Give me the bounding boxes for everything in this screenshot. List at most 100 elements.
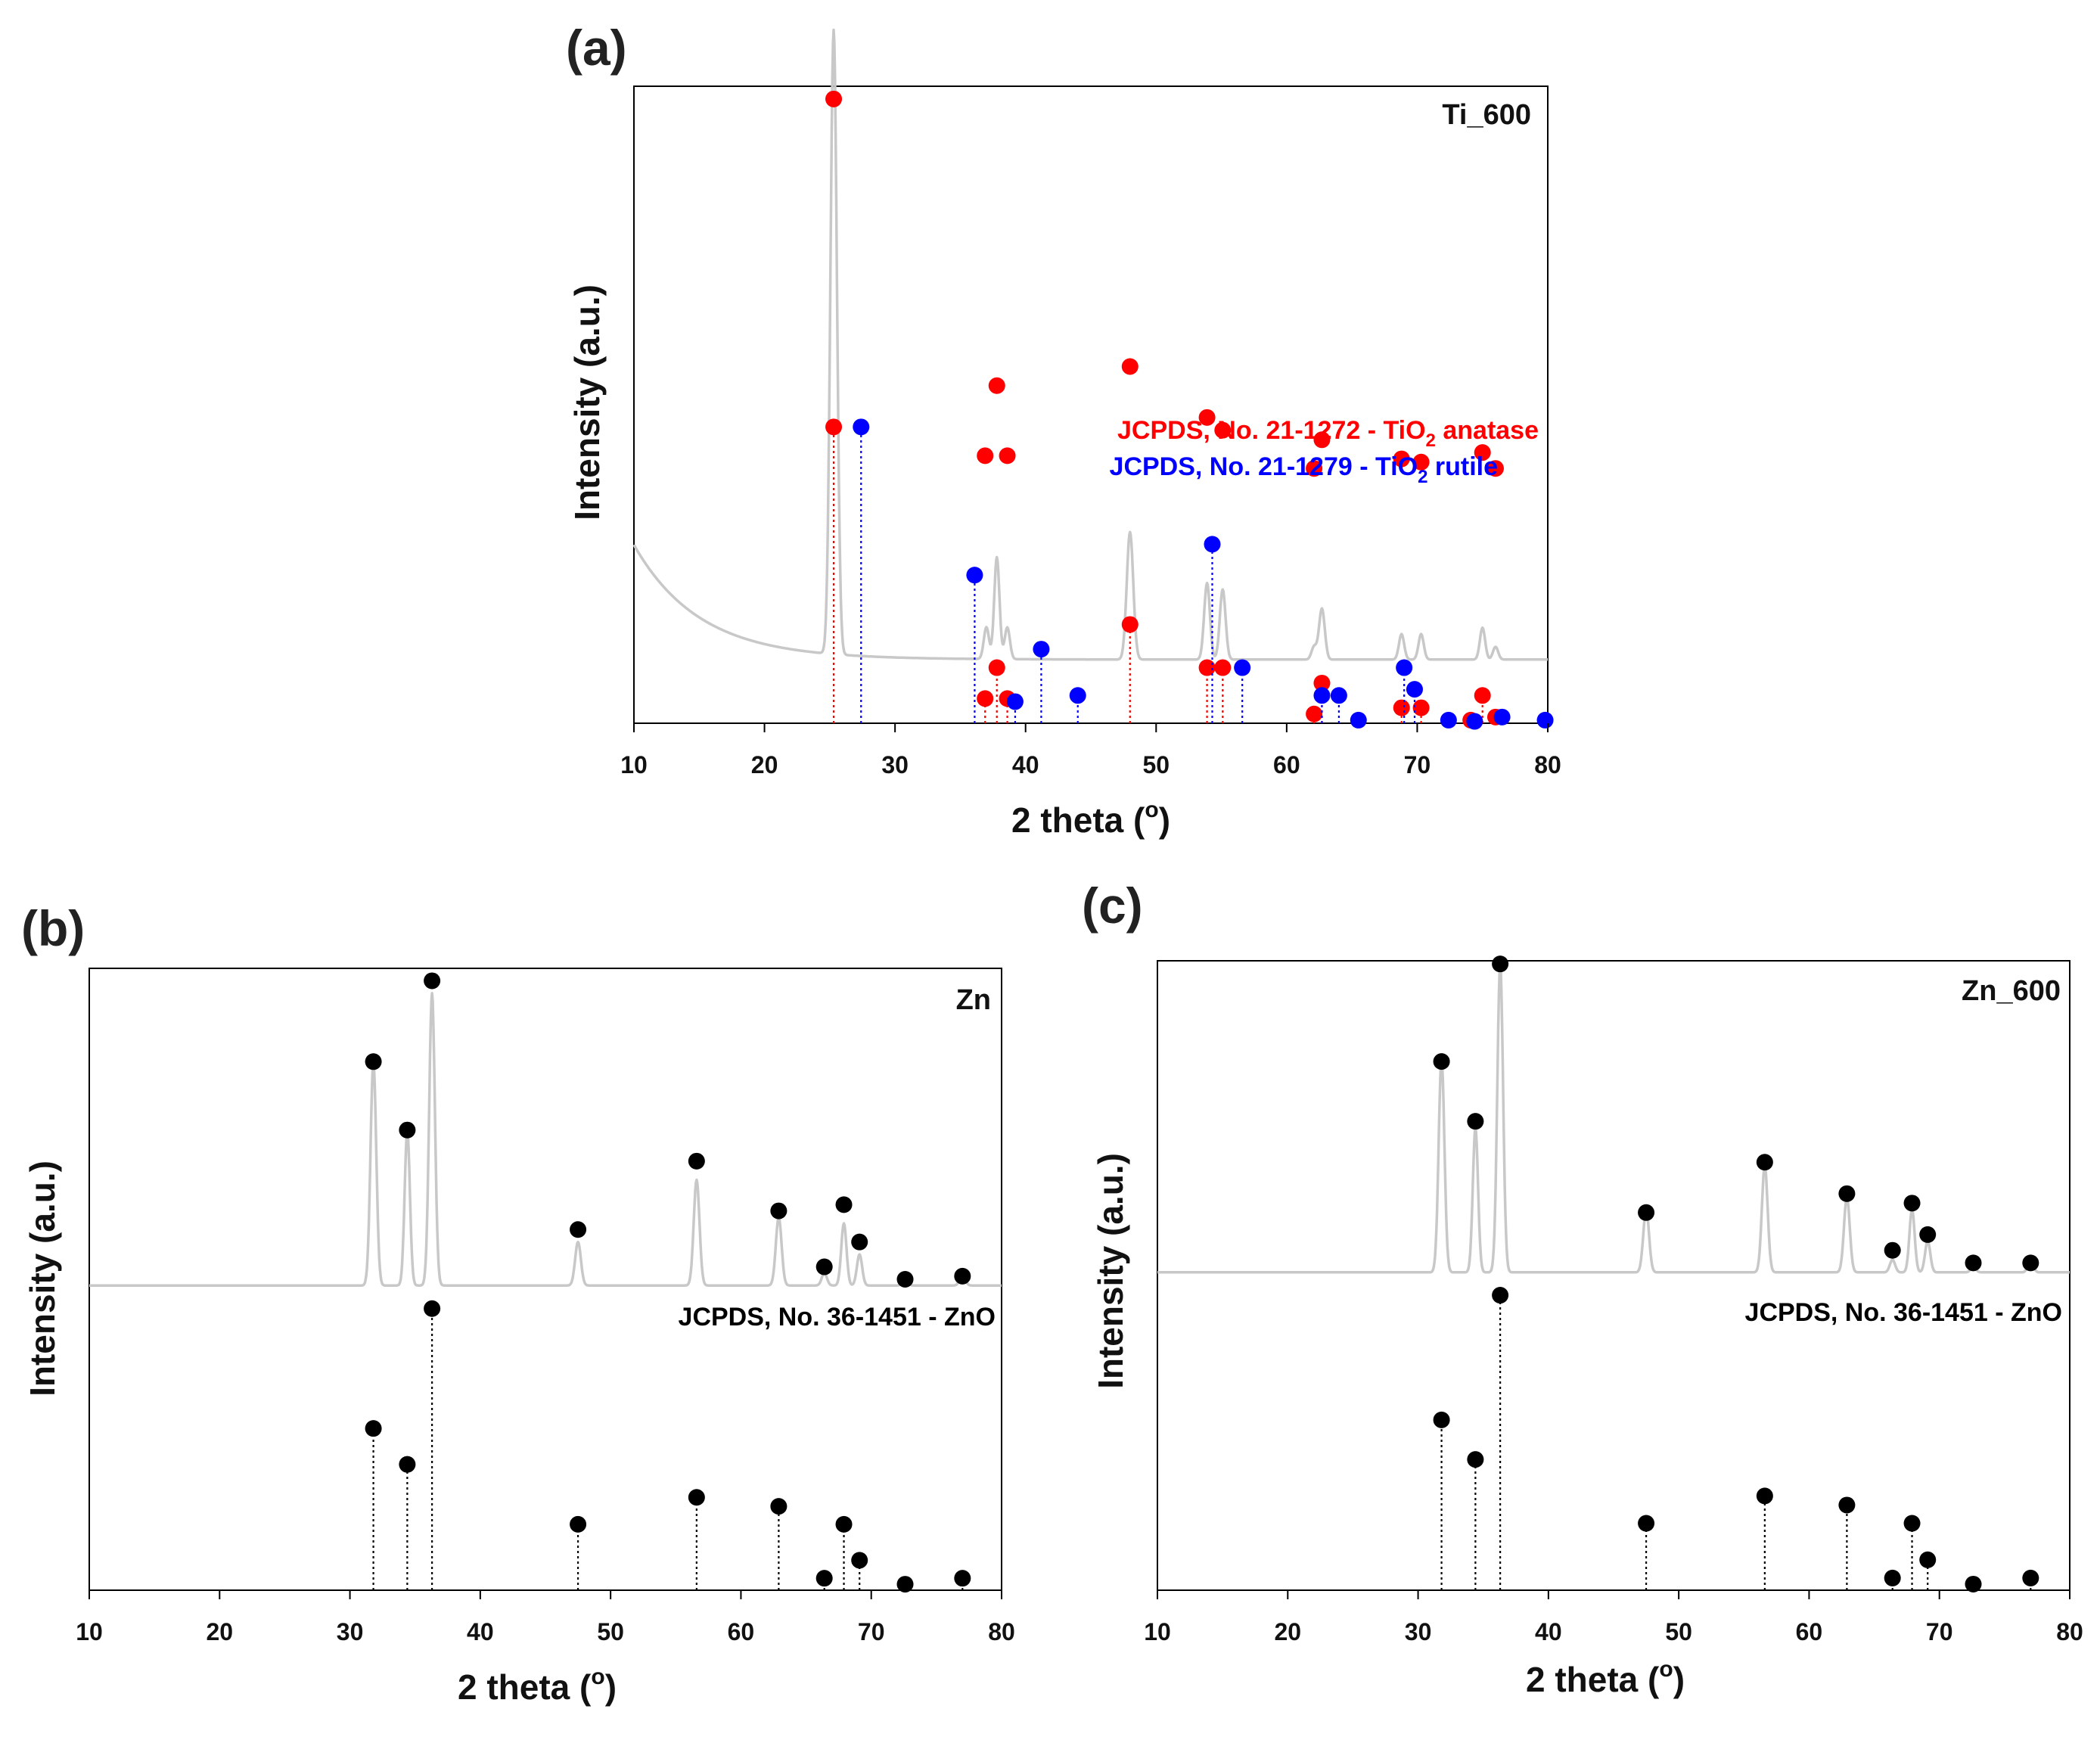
reference-label: JCPDS, No. 36-1451 - ZnO [679,1303,996,1331]
reference-marker [1756,1487,1773,1505]
reference-marker [1474,687,1491,704]
x-tick-label: 10 [1144,1618,1171,1645]
x-tick-label: 20 [751,751,778,778]
reference-marker [1350,711,1367,729]
peak-marker [896,1271,914,1288]
peak-marker [1486,460,1504,477]
plot-frame [1157,960,2070,1591]
reference-marker [815,1570,833,1587]
reference-marker [2022,1569,2039,1586]
reference-marker [977,690,994,707]
reference-marker [954,1570,971,1587]
panel-label: (b) [21,900,85,956]
peak-marker [1474,444,1491,461]
peak-marker [1412,453,1430,471]
x-tick-label: 40 [467,1618,494,1645]
y-axis-title: Intensity (a.u.) [1091,1153,1130,1389]
peak-marker [1121,358,1139,375]
reference-marker [424,1300,441,1317]
sample-label: Zn [956,984,991,1016]
reference-marker [1330,687,1347,704]
reference-marker [1069,687,1086,704]
x-axis-title-degree: o [591,1664,604,1689]
peak-marker [1306,460,1323,477]
x-axis-title-close: ) [1673,1660,1685,1699]
peak-marker [1919,1226,1937,1243]
peak-marker [399,1121,416,1139]
peak-marker [1965,1254,1982,1272]
peak-marker [1313,431,1331,449]
x-tick-label: 50 [1142,751,1170,778]
reference-label: JCPDS, No. 36-1451 - ZnO [1745,1298,2062,1327]
x-axis-title: 2 theta (o) [1011,797,1170,840]
reference-marker [1006,693,1024,710]
peak-marker [1756,1154,1773,1171]
reference-marker [1204,536,1221,553]
reference-label-text: JCPDS, No. 21-1279 - TiO [1110,452,1418,481]
reference-marker [835,1515,853,1533]
x-tick-label: 10 [620,751,648,778]
peak-marker [1903,1195,1921,1212]
peak-marker [977,447,994,465]
reference-marker [1536,711,1554,729]
peak-marker [851,1233,868,1251]
reference-marker [1492,1287,1509,1304]
x-axis-title: 2 theta (o) [458,1664,617,1707]
reference-label-text: JCPDS, No. 21-1272 - TiO [1117,416,1426,445]
reference-marker [1406,681,1423,698]
reference-marker [1313,674,1331,691]
reference-label-text: JCPDS, No. 36-1451 - ZnO [679,1303,996,1331]
peak-marker [770,1202,788,1220]
x-axis-title-close: ) [605,1667,617,1707]
x-axis-title: 2 theta (o) [1526,1657,1685,1699]
reference-label-subscript: 2 [1418,467,1427,487]
x-tick-label: 70 [1926,1618,1953,1645]
reference-marker [365,1420,382,1437]
peak-marker [1838,1185,1856,1202]
peak-marker [999,447,1016,465]
x-tick-label: 30 [337,1618,364,1645]
x-tick-label: 70 [1404,751,1431,778]
peak-marker [1393,450,1410,468]
x-tick-label: 40 [1012,751,1039,778]
reference-marker [825,418,843,436]
reference-label-suffix: rutile [1427,452,1498,481]
reference-marker [966,567,983,584]
sample-label: Ti_600 [1442,99,1531,131]
reference-marker [1638,1515,1655,1532]
sample-label: Zn_600 [1962,975,2061,1007]
reference-marker [1121,616,1139,633]
diffraction-pattern-line [632,28,1549,661]
reference-marker [1440,711,1457,729]
reference-marker [1313,687,1331,704]
x-tick-label: 50 [597,1618,624,1645]
peak-marker [988,377,1005,394]
peak-marker [1198,409,1216,426]
peak-marker [2022,1254,2039,1272]
reference-marker [988,659,1005,676]
peak-marker [1884,1241,1901,1259]
peak-marker [570,1221,587,1238]
plot-frame [89,968,1002,1591]
diffraction-pattern-line [1157,962,2070,1274]
reference-label-suffix: anatase [1436,416,1539,445]
reference-marker [1214,659,1232,676]
plot-frame [633,85,1549,724]
x-tick-label: 50 [1665,1618,1692,1645]
x-tick-label: 40 [1535,1618,1562,1645]
reference-label-text: JCPDS, No. 36-1451 - ZnO [1745,1298,2062,1327]
reference-label: JCPDS, No. 21-1279 - TiO2 rutile [1110,452,1498,487]
x-tick-label: 80 [988,1618,1015,1645]
peak-marker [1433,1053,1450,1070]
peak-marker [825,90,843,107]
reference-marker [1965,1575,1982,1592]
x-tick-label: 20 [1274,1618,1301,1645]
x-tick-label: 30 [881,751,909,778]
reference-marker [1493,708,1511,726]
y-axis-title: Intensity (a.u.) [23,1161,62,1397]
peak-marker [424,972,441,990]
reference-marker [1433,1411,1450,1428]
x-axis-title-degree: o [1145,797,1158,822]
reference-label: JCPDS, No. 21-1272 - TiO2 anatase [1117,416,1539,451]
